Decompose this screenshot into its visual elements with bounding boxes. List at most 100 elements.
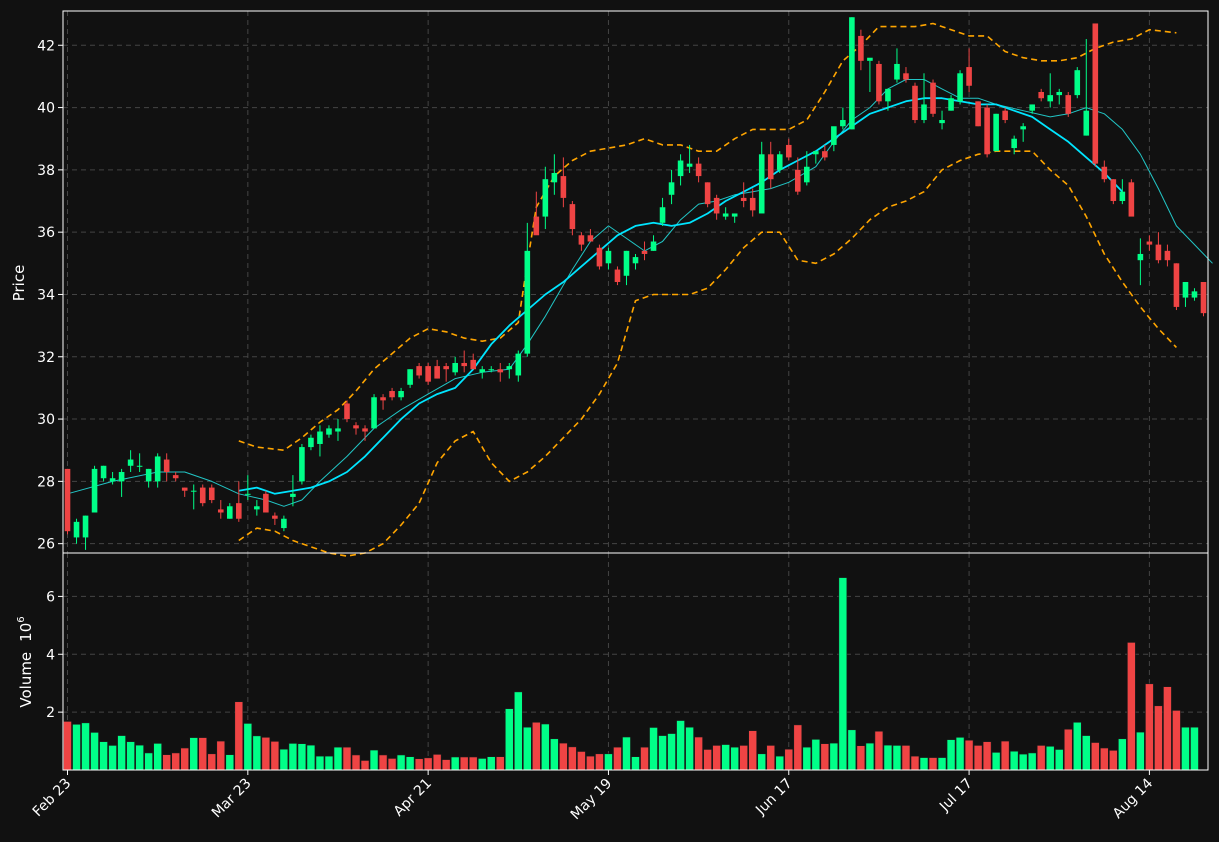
candle-body	[776, 154, 783, 170]
price-tick-label: 34	[37, 287, 55, 303]
candle	[695, 157, 702, 183]
volume-tick-label: 2	[46, 705, 55, 721]
candle-body	[1038, 91, 1045, 99]
candle-body	[136, 465, 143, 467]
candle-body	[587, 235, 594, 242]
candle	[578, 232, 585, 251]
candle	[272, 512, 278, 525]
candle	[560, 157, 567, 208]
volume-bar	[1154, 705, 1163, 771]
candle-body	[317, 431, 323, 444]
candle	[263, 490, 269, 513]
volume-bar	[622, 736, 631, 771]
volume-bar	[1018, 753, 1028, 771]
volume-bar	[1081, 735, 1091, 771]
candle	[1011, 135, 1017, 155]
volume-bar	[730, 746, 739, 771]
volume-bar	[1118, 738, 1127, 771]
volume-bar	[495, 756, 505, 771]
candle-body	[894, 63, 900, 80]
candle	[587, 229, 594, 242]
candle	[542, 166, 549, 230]
candle	[425, 362, 431, 385]
volume-bar	[892, 745, 902, 771]
candle	[488, 366, 495, 373]
candle-body	[921, 104, 927, 121]
candle	[470, 353, 477, 370]
volume-bar	[658, 735, 667, 771]
candle-body	[416, 366, 422, 376]
candle-body	[1074, 70, 1081, 96]
volume-bar	[586, 755, 595, 771]
candle	[885, 88, 891, 111]
volume-panel-frame	[62, 552, 1209, 771]
candle-body	[849, 17, 855, 130]
candle-body	[1128, 182, 1135, 217]
candle-body	[1110, 179, 1117, 202]
candle-body	[290, 493, 296, 497]
volume-bar	[306, 744, 316, 771]
candle	[163, 453, 170, 482]
price-tick-label: 30	[37, 412, 55, 428]
candle-body	[190, 490, 197, 492]
volume-bar	[144, 752, 153, 771]
volume-axis-label-power: 6	[16, 616, 27, 622]
candle-body	[515, 353, 522, 376]
candle-body	[677, 160, 684, 177]
candle	[569, 201, 576, 236]
candle	[389, 387, 395, 401]
volume-bar	[396, 754, 406, 771]
volume-bar	[468, 756, 478, 771]
volume-bar	[955, 737, 965, 771]
candle	[1146, 235, 1153, 251]
volume-bar	[631, 756, 640, 771]
volume-bar	[171, 752, 181, 771]
volume-bar	[1036, 745, 1046, 771]
candle	[912, 82, 918, 124]
volume-bar	[1163, 686, 1172, 771]
volume-bar	[423, 757, 433, 771]
candle-body	[1182, 282, 1189, 298]
candle-body	[154, 456, 161, 482]
volume-bar	[99, 741, 108, 771]
volume-bar	[865, 742, 875, 771]
candle-body	[569, 204, 576, 230]
candle-body	[163, 459, 170, 473]
candle-body	[118, 472, 125, 482]
volume-bars	[63, 577, 1199, 771]
candle	[154, 453, 161, 488]
volume-bar	[928, 757, 938, 771]
candle	[208, 484, 215, 504]
candle-body	[939, 120, 945, 124]
price-tick-label: 42	[37, 38, 55, 54]
candle-body	[362, 428, 368, 432]
lower-band-line	[238, 150, 1177, 557]
candle-body	[172, 475, 179, 479]
candle	[254, 500, 260, 516]
candle-body	[353, 425, 359, 429]
volume-bar	[261, 737, 271, 771]
candle	[506, 362, 513, 379]
volume-bar	[937, 757, 947, 771]
candle-body	[145, 468, 152, 482]
candle-body	[794, 169, 801, 192]
candle-body	[605, 250, 612, 264]
candle-body	[1083, 110, 1090, 136]
candle-body	[199, 487, 206, 504]
candle-body	[542, 179, 549, 217]
candle-body	[984, 107, 990, 155]
volume-bar	[234, 701, 244, 771]
volume-bar	[216, 740, 226, 771]
candle	[975, 101, 981, 127]
volume-tick-label: 4	[46, 647, 55, 663]
candle-body	[948, 98, 954, 111]
volume-axis-label: Volume 106	[16, 616, 35, 707]
candle	[605, 247, 612, 270]
candle	[677, 154, 684, 186]
candle-body	[217, 509, 224, 513]
candle	[82, 515, 89, 550]
long-moving-average-line	[238, 97, 1124, 495]
candle	[749, 188, 756, 217]
candle-body	[749, 197, 756, 211]
